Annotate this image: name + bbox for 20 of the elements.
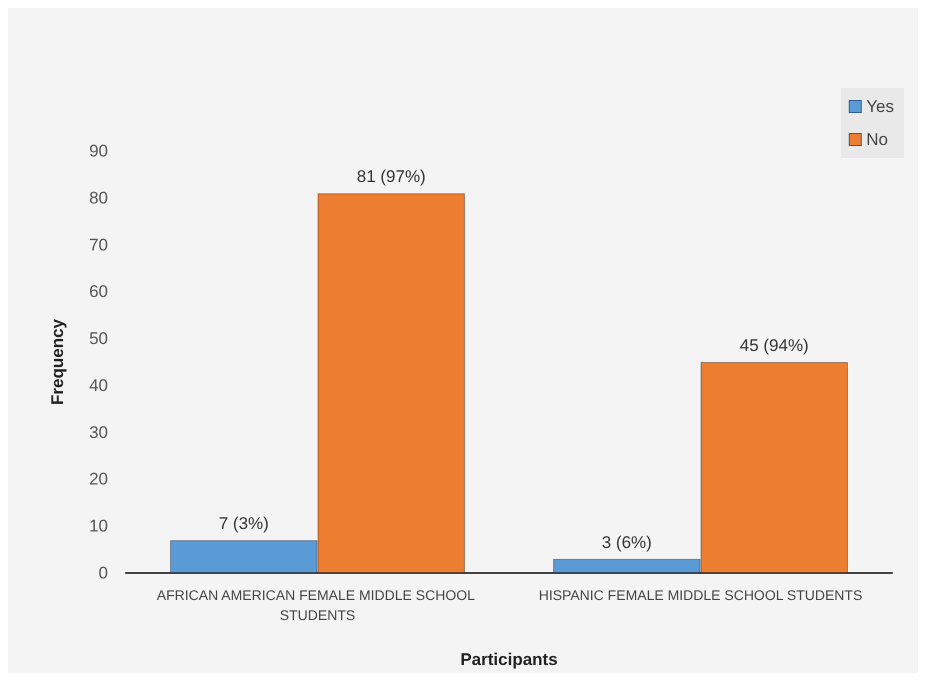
y-tick-label: 20 xyxy=(89,470,108,489)
legend-label: No xyxy=(866,130,888,149)
legend-label: Yes xyxy=(866,97,894,116)
y-tick-label: 40 xyxy=(89,376,108,395)
x-tick-label: AFRICAN AMERICAN FEMALE MIDDLE SCHOOL STUDENTS xyxy=(156,587,478,623)
x-tick-label: HISPANIC FEMALE MIDDLE SCHOOL STUDENTS xyxy=(538,587,862,603)
y-tick-label: 70 xyxy=(89,235,108,254)
y-tick-label: 10 xyxy=(89,516,108,536)
x-axis-title: Participants xyxy=(460,650,558,669)
y-tick-label: 0 xyxy=(98,564,108,582)
data-label: 7 (3%) xyxy=(218,514,269,534)
y-axis-title: Frequency xyxy=(48,318,67,405)
data-label: 3 (6%) xyxy=(602,532,652,552)
data-label: 81 (97%) xyxy=(356,167,426,186)
y-tick-label: 50 xyxy=(89,329,108,348)
y-tick-label: 80 xyxy=(89,188,108,208)
y-tick-label: 30 xyxy=(89,422,108,442)
y-tick-label: 90 xyxy=(89,142,108,160)
y-tick-label: 60 xyxy=(89,282,108,302)
data-label: 45 (94%) xyxy=(740,336,809,355)
